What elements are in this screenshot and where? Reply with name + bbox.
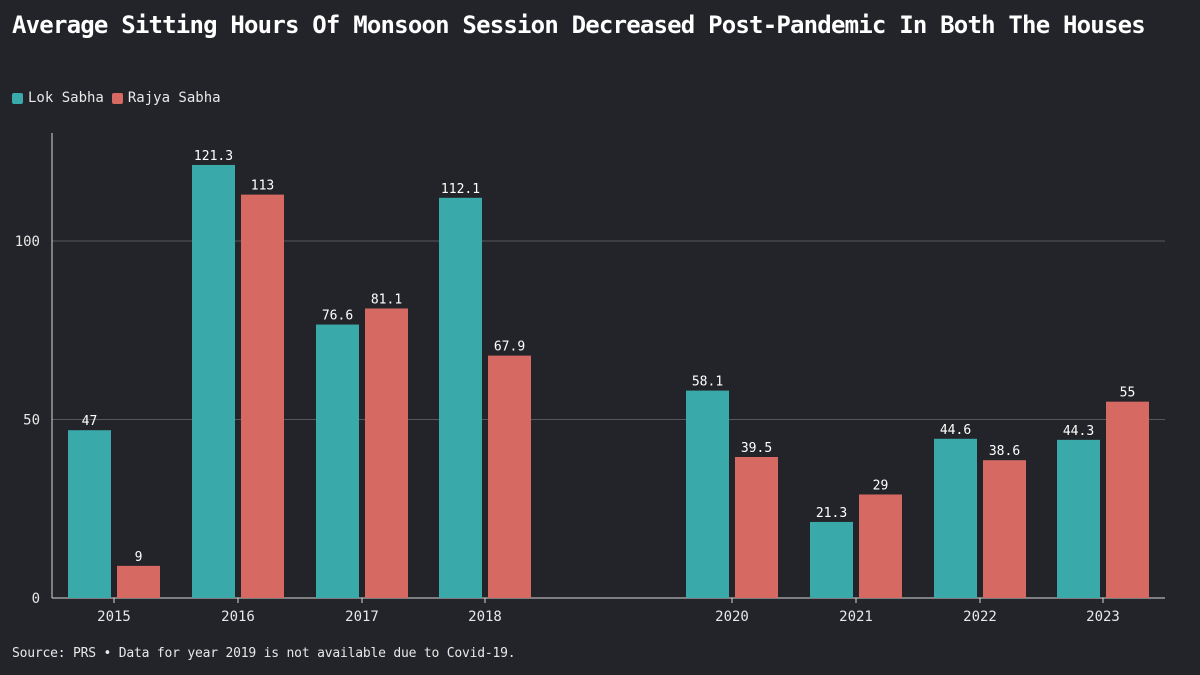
data-label: 21.3: [816, 506, 847, 521]
bar-rajya-sabha-2023: [1106, 401, 1149, 598]
data-label: 55: [1120, 386, 1136, 401]
chart-title: Average Sitting Hours Of Monsoon Session…: [12, 11, 1146, 39]
y-tick-label: 0: [32, 591, 40, 607]
bar-lok-sabha-2021: [810, 521, 853, 598]
data-label: 38.6: [989, 444, 1020, 459]
data-label: 121.3: [194, 149, 233, 164]
x-tick-label: 2016: [221, 609, 255, 625]
legend-swatch-rajya-sabha: [111, 92, 123, 104]
bar-rajya-sabha-2017: [365, 308, 408, 598]
data-label: 47: [82, 414, 98, 429]
bar-lok-sabha-2023: [1057, 439, 1100, 598]
y-tick-label: 100: [15, 234, 40, 250]
data-label: 44.3: [1063, 424, 1094, 439]
data-label: 67.9: [494, 340, 525, 355]
bar-rajya-sabha-2021: [859, 494, 902, 598]
legend-label-rajya-sabha: Rajya Sabha: [127, 90, 221, 106]
bar-lok-sabha-2022: [934, 438, 977, 598]
x-tick-label: 2022: [963, 609, 997, 625]
x-tick-label: 2015: [97, 609, 131, 625]
legend-label-lok-sabha: Lok Sabha: [28, 90, 104, 106]
legend-swatch-lok-sabha: [12, 92, 23, 104]
legend-item-lok-sabha: Lok Sabha: [12, 90, 104, 106]
bar-lok-sabha-2017: [316, 324, 359, 598]
bar-lok-sabha-2016: [192, 164, 235, 599]
bar-lok-sabha-2015: [68, 430, 111, 598]
bar-rajya-sabha-2018: [488, 355, 531, 598]
data-label: 44.6: [940, 423, 971, 438]
data-label: 76.6: [322, 309, 353, 324]
bar-rajya-sabha-2022: [983, 460, 1026, 598]
bar-rajya-sabha-2015: [117, 565, 160, 598]
x-tick-label: 2021: [839, 609, 873, 625]
bar-rajya-sabha-2016: [241, 194, 284, 598]
data-label: 58.1: [692, 375, 723, 390]
x-tick-label: 2018: [468, 609, 502, 625]
data-label: 113: [251, 179, 274, 194]
x-tick-label: 2023: [1086, 609, 1120, 625]
data-label: 29: [873, 478, 889, 493]
legend: Lok Sabha Rajya Sabha: [12, 90, 229, 106]
x-tick-label: 2017: [345, 609, 379, 625]
legend-item-rajya-sabha: Rajya Sabha: [111, 90, 221, 106]
bar-lok-sabha-2018: [439, 197, 482, 599]
data-label: 112.1: [441, 182, 480, 197]
bar-lok-sabha-2020: [686, 390, 729, 598]
bar-rajya-sabha-2020: [735, 456, 778, 598]
data-label: 9: [135, 550, 143, 565]
x-tick-label: 2020: [715, 609, 749, 625]
y-tick-label: 50: [23, 413, 40, 429]
data-label: 81.1: [371, 292, 402, 307]
data-label: 39.5: [741, 441, 772, 456]
source-note: Source: PRS • Data for year 2019 is not …: [12, 646, 516, 661]
